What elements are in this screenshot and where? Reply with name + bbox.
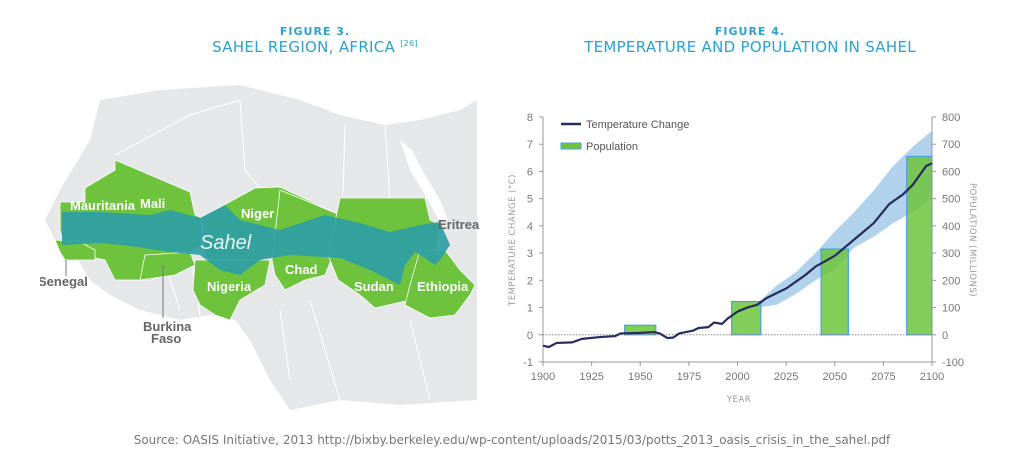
label-eritrea: Eritrea <box>438 217 480 232</box>
y-right-tick-label: 300 <box>942 248 960 260</box>
label-burkina-1: Burkina <box>143 319 192 334</box>
figure3-title-text: SAHEL REGION, AFRICA <box>212 38 396 56</box>
y-left-tick-label: 7 <box>527 139 533 151</box>
label-sahel: Sahel <box>200 232 252 254</box>
y-left-tick-label: 5 <box>527 194 533 206</box>
y-right-tick-label: 200 <box>942 275 960 287</box>
y-left-tick-label: 1 <box>527 303 533 315</box>
y-right-tick-label: 400 <box>942 221 960 233</box>
label-sudan: Sudan <box>354 279 394 294</box>
legend-temperature-label: Temperature Change <box>586 119 689 131</box>
label-mali: Mali <box>140 196 165 211</box>
legend: Temperature Change Population <box>560 119 689 153</box>
y-right-tick-label: 800 <box>942 112 960 124</box>
sahel-band <box>62 205 450 285</box>
x-tick-label: 1900 <box>531 371 555 383</box>
label-burkina-2: Faso <box>151 331 181 346</box>
x-tick-label: 1950 <box>628 371 652 383</box>
uncertainty-band <box>756 130 932 308</box>
y-left-tick-label: 8 <box>527 112 533 124</box>
y-left-tick-label: 3 <box>527 248 533 260</box>
y-left-tick-label: 4 <box>527 221 533 233</box>
legend-population-swatch <box>560 142 582 150</box>
y-right-tick-label: 500 <box>942 194 960 206</box>
figure3-heading: FIGURE 3. SAHEL REGION, AFRICA [26] <box>150 25 480 56</box>
figure4-number: FIGURE 4. <box>714 25 786 38</box>
y-right-tick-label: 100 <box>942 303 960 315</box>
legend-population-label: Population <box>586 141 638 153</box>
y-axis-right-label: POPULATION (MILLIONS) <box>967 183 977 297</box>
uncertainty-band-layer <box>756 130 932 308</box>
figure3-number: FIGURE 3. <box>279 25 351 38</box>
temperature-line-layer <box>542 162 933 349</box>
y-left-tick-label: 6 <box>527 166 533 178</box>
label-mauritania: Mauritania <box>70 198 136 213</box>
population-bar <box>731 300 762 336</box>
temperature-population-chart: 1900 1925 1950 1975 2000 2025 2050 2075 2100-101… <box>508 112 977 405</box>
y-right-tick-label: -100 <box>942 357 964 369</box>
source-citation: Source: OASIS Initiative, 2013 http://bi… <box>133 433 891 447</box>
y-axis-left-label: TEMPERATURE CHANGE (°C) <box>508 174 518 307</box>
figure4-title: TEMPERATURE AND POPULATION IN SAHEL <box>584 38 916 56</box>
y-right-tick-label: 0 <box>942 330 948 342</box>
x-tick-label: 2050 <box>823 371 847 383</box>
population-bar <box>820 248 849 336</box>
red-sea <box>400 140 448 222</box>
y-left-tick-label: 0 <box>527 330 533 342</box>
figure3-title: SAHEL REGION, AFRICA [26] <box>150 38 480 56</box>
x-tick-label: 2025 <box>774 371 798 383</box>
label-ethiopia: Ethiopia <box>417 279 469 294</box>
label-senegal: Senegal <box>40 274 88 289</box>
y-right-tick-label: 700 <box>942 139 960 151</box>
temperature-line <box>542 162 933 349</box>
axes: 1900 1925 1950 1975 2000 2025 2050 2075 2100-101… <box>523 112 964 383</box>
x-axis-label: YEAR <box>726 395 751 405</box>
country-ethiopia <box>404 249 476 319</box>
y-left-tick-label: 2 <box>527 275 533 287</box>
y-left-tick-label: -1 <box>523 357 533 369</box>
x-tick-label: 2000 <box>725 371 749 383</box>
x-tick-label: 2075 <box>871 371 895 383</box>
figure4-heading: FIGURE 4. TEMPERATURE AND POPULATION IN … <box>560 25 940 56</box>
label-niger: Niger <box>241 206 274 221</box>
x-tick-label: 2100 <box>920 371 944 383</box>
figure3-ref: [26] <box>400 39 418 48</box>
population-bar <box>906 155 933 336</box>
label-chad: Chad <box>285 262 318 277</box>
sahel-map: Mauritania Mali Niger Chad Sudan Ethiopi… <box>40 85 480 410</box>
x-tick-label: 1975 <box>677 371 701 383</box>
country-nigeria <box>192 259 271 321</box>
label-nigeria: Nigeria <box>207 279 252 294</box>
x-tick-label: 1925 <box>579 371 603 383</box>
y-right-tick-label: 600 <box>942 166 960 178</box>
